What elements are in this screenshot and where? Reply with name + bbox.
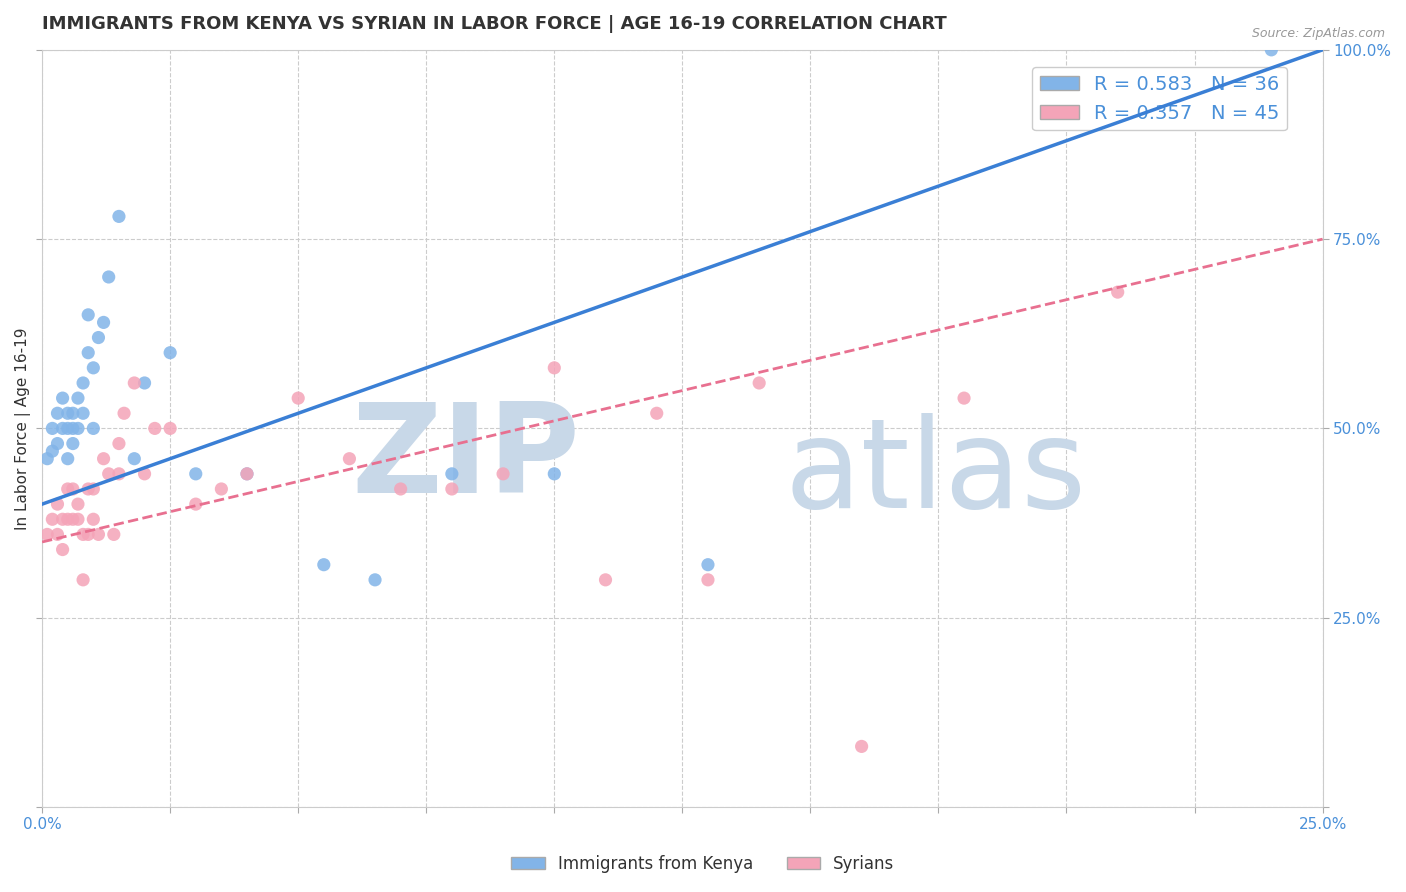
Point bbox=[184, 497, 207, 511]
Point bbox=[56, 482, 79, 496]
Point bbox=[364, 573, 387, 587]
Point bbox=[52, 512, 75, 526]
Point bbox=[52, 391, 75, 405]
Point bbox=[543, 467, 565, 481]
Point bbox=[46, 436, 69, 450]
Point bbox=[1107, 285, 1129, 299]
Point bbox=[492, 467, 515, 481]
Point bbox=[389, 482, 412, 496]
Point bbox=[41, 444, 63, 458]
Point bbox=[72, 406, 94, 420]
Point bbox=[124, 451, 146, 466]
Point bbox=[93, 315, 115, 329]
Legend: Immigrants from Kenya, Syrians: Immigrants from Kenya, Syrians bbox=[505, 848, 901, 880]
Text: Source: ZipAtlas.com: Source: ZipAtlas.com bbox=[1251, 27, 1385, 40]
Point bbox=[134, 376, 156, 390]
Point bbox=[62, 512, 84, 526]
Point bbox=[143, 421, 166, 435]
Point bbox=[66, 497, 89, 511]
Point bbox=[312, 558, 335, 572]
Point bbox=[339, 451, 361, 466]
Point bbox=[52, 542, 75, 557]
Point bbox=[41, 512, 63, 526]
Point bbox=[46, 406, 69, 420]
Point bbox=[56, 406, 79, 420]
Point bbox=[72, 376, 94, 390]
Point bbox=[77, 308, 100, 322]
Point bbox=[77, 482, 100, 496]
Point bbox=[112, 406, 135, 420]
Text: IMMIGRANTS FROM KENYA VS SYRIAN IN LABOR FORCE | AGE 16-19 CORRELATION CHART: IMMIGRANTS FROM KENYA VS SYRIAN IN LABOR… bbox=[42, 15, 946, 33]
Point bbox=[953, 391, 976, 405]
Text: atlas: atlas bbox=[785, 413, 1087, 534]
Text: ZIP: ZIP bbox=[352, 398, 579, 519]
Point bbox=[543, 360, 565, 375]
Point bbox=[108, 436, 131, 450]
Point bbox=[66, 421, 89, 435]
Point bbox=[97, 467, 120, 481]
Point bbox=[108, 467, 131, 481]
Point bbox=[134, 467, 156, 481]
Point bbox=[697, 573, 720, 587]
Point bbox=[440, 482, 463, 496]
Point bbox=[62, 406, 84, 420]
Point bbox=[56, 451, 79, 466]
Point bbox=[37, 527, 59, 541]
Point bbox=[87, 330, 110, 344]
Point bbox=[82, 512, 104, 526]
Point bbox=[62, 421, 84, 435]
Point bbox=[56, 512, 79, 526]
Point bbox=[287, 391, 309, 405]
Point bbox=[87, 527, 110, 541]
Point bbox=[595, 573, 617, 587]
Point bbox=[72, 527, 94, 541]
Point bbox=[82, 421, 104, 435]
Point bbox=[184, 467, 207, 481]
Point bbox=[645, 406, 668, 420]
Point bbox=[1260, 43, 1282, 57]
Point bbox=[77, 345, 100, 359]
Point bbox=[124, 376, 146, 390]
Point bbox=[77, 527, 100, 541]
Point bbox=[72, 573, 94, 587]
Point bbox=[697, 558, 720, 572]
Point bbox=[236, 467, 259, 481]
Point bbox=[62, 436, 84, 450]
Point bbox=[851, 739, 873, 754]
Point bbox=[82, 482, 104, 496]
Y-axis label: In Labor Force | Age 16-19: In Labor Force | Age 16-19 bbox=[15, 327, 31, 530]
Point bbox=[93, 451, 115, 466]
Point bbox=[209, 482, 232, 496]
Point bbox=[56, 421, 79, 435]
Point bbox=[66, 512, 89, 526]
Point bbox=[82, 360, 104, 375]
Point bbox=[46, 497, 69, 511]
Point bbox=[236, 467, 259, 481]
Point bbox=[62, 482, 84, 496]
Point bbox=[41, 421, 63, 435]
Point bbox=[97, 270, 120, 285]
Legend: R = 0.583   N = 36, R = 0.357   N = 45: R = 0.583 N = 36, R = 0.357 N = 45 bbox=[1032, 67, 1288, 130]
Point bbox=[103, 527, 125, 541]
Point bbox=[159, 345, 181, 359]
Point bbox=[46, 527, 69, 541]
Point bbox=[159, 421, 181, 435]
Point bbox=[52, 421, 75, 435]
Point bbox=[748, 376, 770, 390]
Point bbox=[37, 451, 59, 466]
Point bbox=[108, 210, 131, 224]
Point bbox=[66, 391, 89, 405]
Point bbox=[440, 467, 463, 481]
